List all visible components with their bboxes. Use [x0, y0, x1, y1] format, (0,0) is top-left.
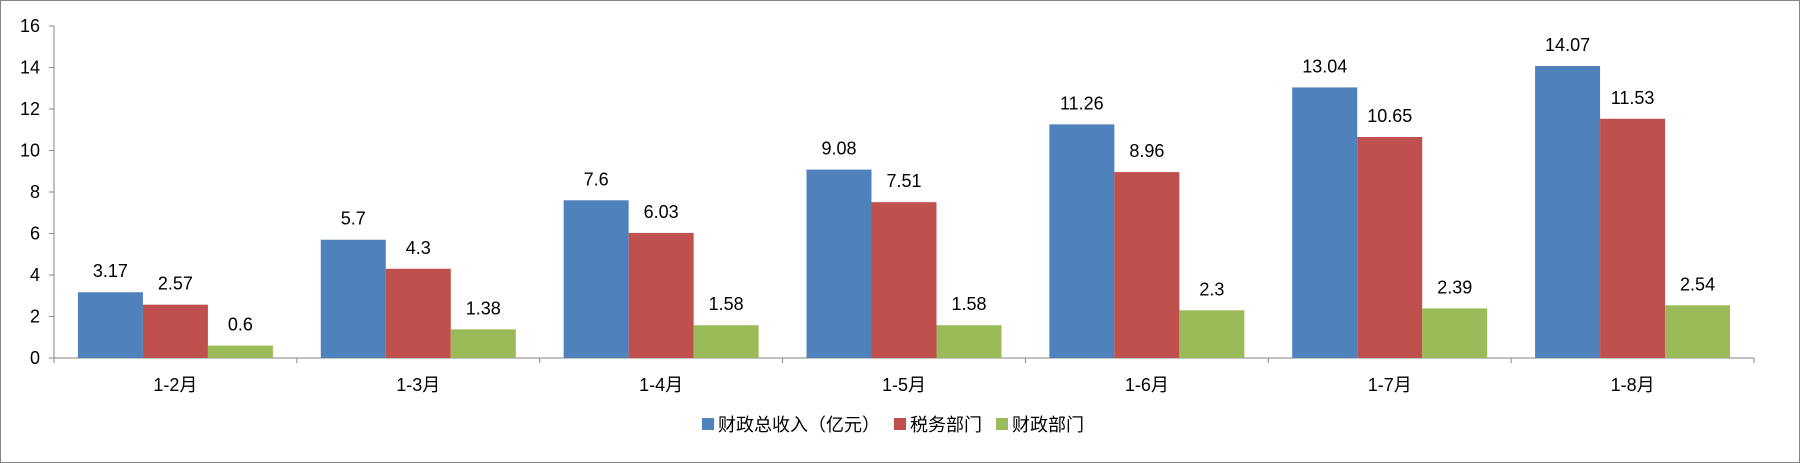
data-label: 11.26 — [1060, 93, 1104, 113]
bar — [385, 268, 451, 358]
bar — [320, 239, 386, 358]
y-tick-label: 0 — [30, 348, 40, 368]
data-label: 6.03 — [644, 202, 679, 222]
data-label: 4.3 — [406, 238, 431, 258]
y-tick-label: 10 — [20, 141, 40, 161]
legend-swatch — [894, 418, 906, 430]
x-tick-label: 1-2月 — [153, 375, 197, 395]
data-label: 8.96 — [1129, 141, 1164, 161]
bar — [142, 304, 208, 358]
y-tick-label: 16 — [20, 16, 40, 36]
bar — [207, 345, 273, 358]
data-label: 13.04 — [1302, 56, 1347, 76]
data-label: 14.07 — [1545, 35, 1590, 55]
data-label: 2.39 — [1437, 277, 1472, 297]
data-label: 1.38 — [466, 298, 501, 318]
data-label: 10.65 — [1367, 106, 1412, 126]
data-labels: 3.17 2.57 0.6 5.7 4.3 1.38 7.6 6.03 1.58 9.08 7.51… — [93, 35, 1715, 335]
bar — [1422, 308, 1488, 358]
bar — [1114, 172, 1180, 358]
bar — [871, 202, 937, 358]
data-label: 2.3 — [1199, 279, 1224, 299]
legend-label: 税务部门 — [910, 415, 982, 436]
y-tick-label: 8 — [30, 182, 40, 202]
bar — [1292, 87, 1358, 359]
y-tick-label: 4 — [30, 265, 40, 285]
data-label: 5.7 — [341, 209, 366, 229]
data-label: 7.6 — [584, 169, 609, 189]
bar — [628, 232, 694, 358]
legend-swatch — [996, 418, 1008, 430]
x-tick-label: 1-4月 — [639, 375, 683, 395]
bar — [77, 292, 143, 358]
y-tick-label: 6 — [30, 224, 40, 244]
data-label: 9.08 — [821, 139, 856, 159]
bar — [936, 325, 1002, 358]
x-tick-label: 1-8月 — [1611, 375, 1655, 395]
legend-swatch — [702, 418, 714, 430]
x-tick-label: 1-7月 — [1368, 375, 1412, 395]
bar — [1179, 310, 1245, 358]
bar — [1357, 137, 1423, 358]
bar — [1049, 124, 1115, 358]
bar — [450, 329, 516, 358]
data-label: 2.57 — [158, 274, 193, 294]
legend: 财政总收入（亿元） 税务部门 财政部门 — [702, 415, 1084, 436]
data-label: 7.51 — [886, 171, 921, 191]
y-tick-label: 14 — [20, 58, 40, 78]
data-label: 0.6 — [228, 315, 253, 335]
bar — [806, 169, 872, 358]
axes: 0 2 4 6 8 10 12 14 16 1-2月 1-3月 1-4月 1-5月 1-6月 1-7月 1-8… — [20, 16, 1755, 395]
data-label: 3.17 — [93, 261, 128, 281]
bar — [563, 200, 629, 358]
legend-label: 财政部门 — [1012, 415, 1084, 436]
legend-label: 财政总收入（亿元） — [718, 415, 880, 436]
bar — [693, 325, 759, 358]
x-tick-label: 1-3月 — [396, 375, 440, 395]
bar — [1535, 66, 1601, 359]
data-label: 11.53 — [1611, 88, 1655, 108]
bar — [1665, 305, 1731, 358]
x-tick-label: 1-5月 — [882, 375, 926, 395]
y-tick-label: 12 — [20, 99, 40, 119]
bar — [1600, 118, 1666, 358]
data-label: 1.58 — [709, 294, 744, 314]
bars — [77, 66, 1731, 359]
x-tick-label: 1-6月 — [1125, 375, 1169, 395]
data-label: 2.54 — [1680, 274, 1715, 294]
y-tick-label: 2 — [30, 307, 40, 327]
data-label: 1.58 — [951, 294, 986, 314]
